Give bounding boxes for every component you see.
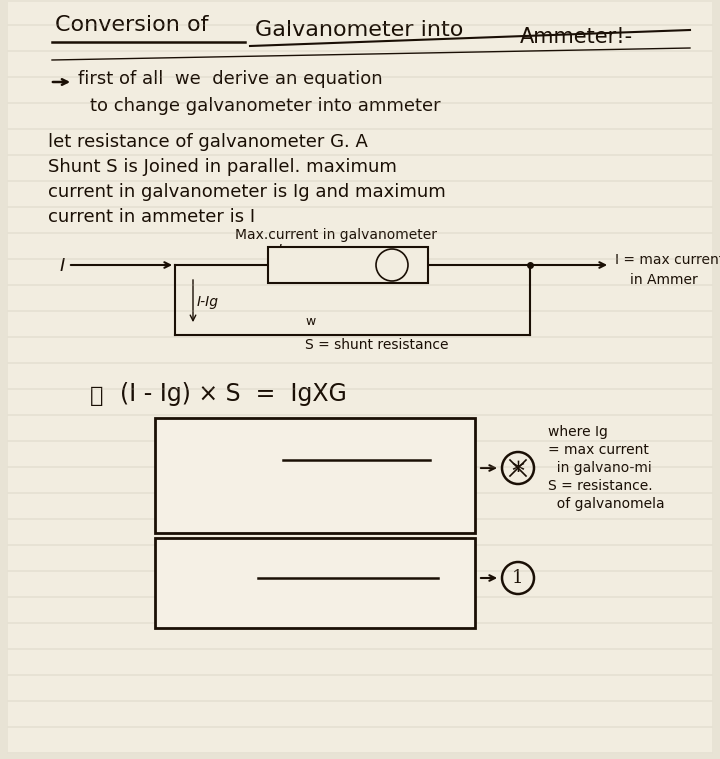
Text: current in ammeter is I: current in ammeter is I bbox=[48, 208, 255, 226]
Bar bbox=[268, 247, 428, 283]
Text: where Ig: where Ig bbox=[548, 425, 608, 439]
Text: (I - Ig): (I - Ig) bbox=[283, 463, 350, 483]
Text: to change galvanometer into ammeter: to change galvanometer into ammeter bbox=[90, 97, 441, 115]
Text: ∗: ∗ bbox=[510, 456, 526, 480]
Text: in Ammer: in Ammer bbox=[630, 273, 698, 287]
Text: I: I bbox=[60, 257, 66, 275]
Text: (I - Ig) × S  =  IgXG: (I - Ig) × S = IgXG bbox=[120, 382, 347, 406]
Text: ∴: ∴ bbox=[90, 385, 104, 407]
Text: current in galvanometer is Ig and maximum: current in galvanometer is Ig and maximu… bbox=[48, 183, 446, 201]
Text: Ig G: Ig G bbox=[295, 432, 340, 452]
Circle shape bbox=[376, 249, 408, 281]
Text: I = max current: I = max current bbox=[615, 253, 720, 267]
Text: = max current: = max current bbox=[548, 443, 649, 457]
Text: 1: 1 bbox=[512, 569, 523, 587]
Text: Max.current in galvanometer: Max.current in galvanometer bbox=[235, 228, 437, 242]
Text: let resistance of galvanometer G. A: let resistance of galvanometer G. A bbox=[48, 133, 368, 151]
Text: of galvanomela: of galvanomela bbox=[548, 497, 665, 511]
Text: Conversion of: Conversion of bbox=[55, 15, 209, 35]
Text: first of all  we  derive an equation: first of all we derive an equation bbox=[78, 70, 382, 88]
Text: Shunt S is Joined in parallel. maximum: Shunt S is Joined in parallel. maximum bbox=[48, 158, 397, 176]
Text: S  =: S = bbox=[183, 432, 230, 452]
Text: Ig: Ig bbox=[333, 581, 354, 601]
Text: Galvanometer into: Galvanometer into bbox=[255, 20, 464, 40]
Text: G: G bbox=[386, 257, 398, 272]
Text: G  =: G = bbox=[183, 552, 233, 572]
Text: Ammeter!-: Ammeter!- bbox=[520, 27, 633, 47]
Bar bbox=[155, 538, 475, 628]
Text: I-Ig: I-Ig bbox=[197, 295, 219, 309]
Bar bbox=[155, 418, 475, 533]
Text: S = resistance.: S = resistance. bbox=[548, 479, 652, 493]
Text: in galvano-mi: in galvano-mi bbox=[548, 461, 652, 475]
Text: w: w bbox=[305, 315, 315, 328]
Text: (I - Ig) S: (I - Ig) S bbox=[265, 552, 353, 572]
Text: S = shunt resistance: S = shunt resistance bbox=[305, 338, 449, 352]
Text: Ig: Ig bbox=[278, 243, 291, 257]
